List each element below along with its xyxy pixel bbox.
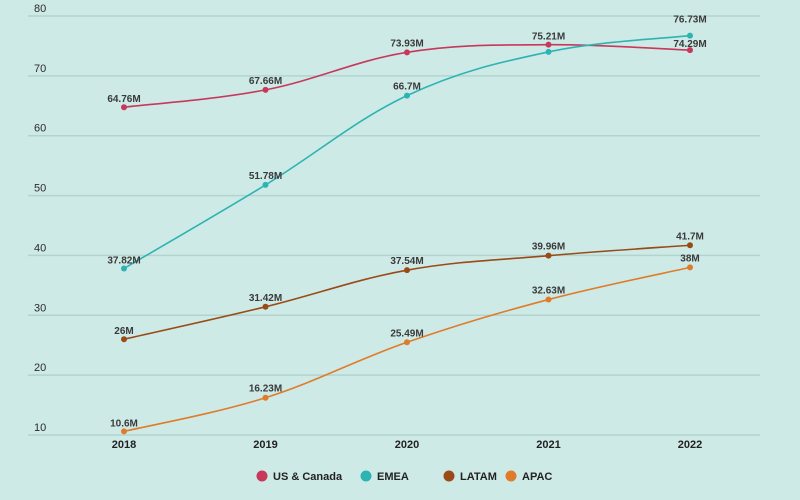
x-tick-label: 2021 [536,439,560,451]
legend-swatch-us-canada [256,470,268,482]
data-point-us-canada [404,49,410,56]
data-label-apac: 38M [680,253,699,264]
y-tick-label: 80 [34,3,46,15]
data-point-emea [545,48,552,55]
data-label-apac: 10.6M [110,418,138,429]
data-label-emea: 51.78M [249,171,282,182]
data-label-latam: 26M [114,326,133,337]
data-point-emea [121,265,127,272]
data-point-us-canada [121,104,127,111]
data-label-us-canada: 64.76M [107,94,140,105]
data-point-apac [404,339,410,346]
data-point-latam [404,267,410,274]
data-label-apac: 32.63M [532,286,565,297]
y-tick-label: 60 [34,123,46,135]
data-label-apac: 16.23M [249,384,282,395]
data-label-latam: 41.7M [676,231,704,242]
y-tick-label: 70 [34,63,46,75]
data-label-emea: 76.73M [673,15,706,26]
data-label-us-canada: 74.29M [673,39,706,50]
data-labels: 64.76M 67.66M 73.93M 75.21M 74.29M 37.82M 51.7… [107,15,706,430]
data-point-us-canada [687,47,693,54]
legend-label-apac: APAC [522,471,552,483]
data-point-apac [545,296,552,303]
data-points [121,32,693,435]
data-point-latam [262,303,269,310]
legend-swatch-latam [443,470,455,482]
data-point-emea [404,92,410,99]
data-label-emea: 37.82M [107,255,140,266]
data-point-emea [262,181,269,188]
data-label-us-canada: 73.93M [390,38,423,49]
data-label-latam: 39.96M [532,242,565,253]
data-point-apac [687,264,693,271]
series-line-apac [123,266,691,433]
y-tick-label: 50 [34,183,46,195]
x-tick-label: 2019 [253,439,277,451]
legend-label-us-canada: US & Canada [273,471,343,483]
x-tick-label: 2020 [395,439,419,451]
y-tick-label: 30 [34,302,46,314]
series-line-emea [123,34,691,270]
legend-swatch-apac [505,470,517,482]
data-label-emea: 66.7M [393,82,421,93]
data-point-us-canada [545,41,552,48]
y-axis-ticks: 10 20 30 40 50 60 70 80 [34,3,46,434]
data-point-latam [545,252,552,259]
data-point-us-canada [262,86,269,93]
x-tick-label: 2022 [678,439,702,451]
x-tick-label: 2018 [112,439,136,451]
legend-swatch-emea [360,470,372,482]
y-tick-label: 40 [34,242,46,254]
data-point-latam [121,336,127,343]
data-point-emea [687,32,693,39]
data-label-apac: 25.49M [390,328,423,339]
legend-label-emea: EMEA [377,471,409,483]
x-axis-ticks: 2018 2019 2020 2021 2022 [112,439,702,451]
gridlines [28,15,760,436]
data-point-latam [687,242,693,249]
data-label-latam: 37.54M [390,256,423,267]
legend: US & Canada EMEA LATAM APAC [256,470,552,483]
y-tick-label: 10 [34,422,46,434]
y-tick-label: 20 [34,362,46,374]
data-label-us-canada: 75.21M [532,32,565,43]
data-label-us-canada: 67.66M [249,76,282,87]
legend-label-latam: LATAM [460,471,497,483]
data-label-latam: 31.42M [249,293,282,304]
data-point-apac [121,428,127,435]
data-point-apac [262,394,269,401]
